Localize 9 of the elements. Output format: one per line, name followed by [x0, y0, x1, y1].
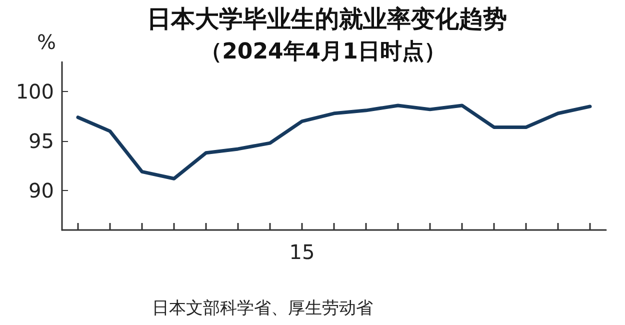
y-axis-title: %: [36, 30, 56, 54]
y-tick-label: 95: [28, 129, 54, 154]
line-series: [76, 104, 592, 180]
chart-subtitle: （2024年4月1日时点）: [200, 40, 446, 64]
x-tick-label: 15: [289, 240, 315, 264]
chart-title: 日本大学毕业生的就业率变化趋势: [147, 5, 507, 33]
y-tick-label: 90: [28, 178, 54, 202]
y-tick-label: 100: [16, 80, 54, 104]
text: 日本文部科学省、厚生劳动省: [152, 298, 373, 318]
